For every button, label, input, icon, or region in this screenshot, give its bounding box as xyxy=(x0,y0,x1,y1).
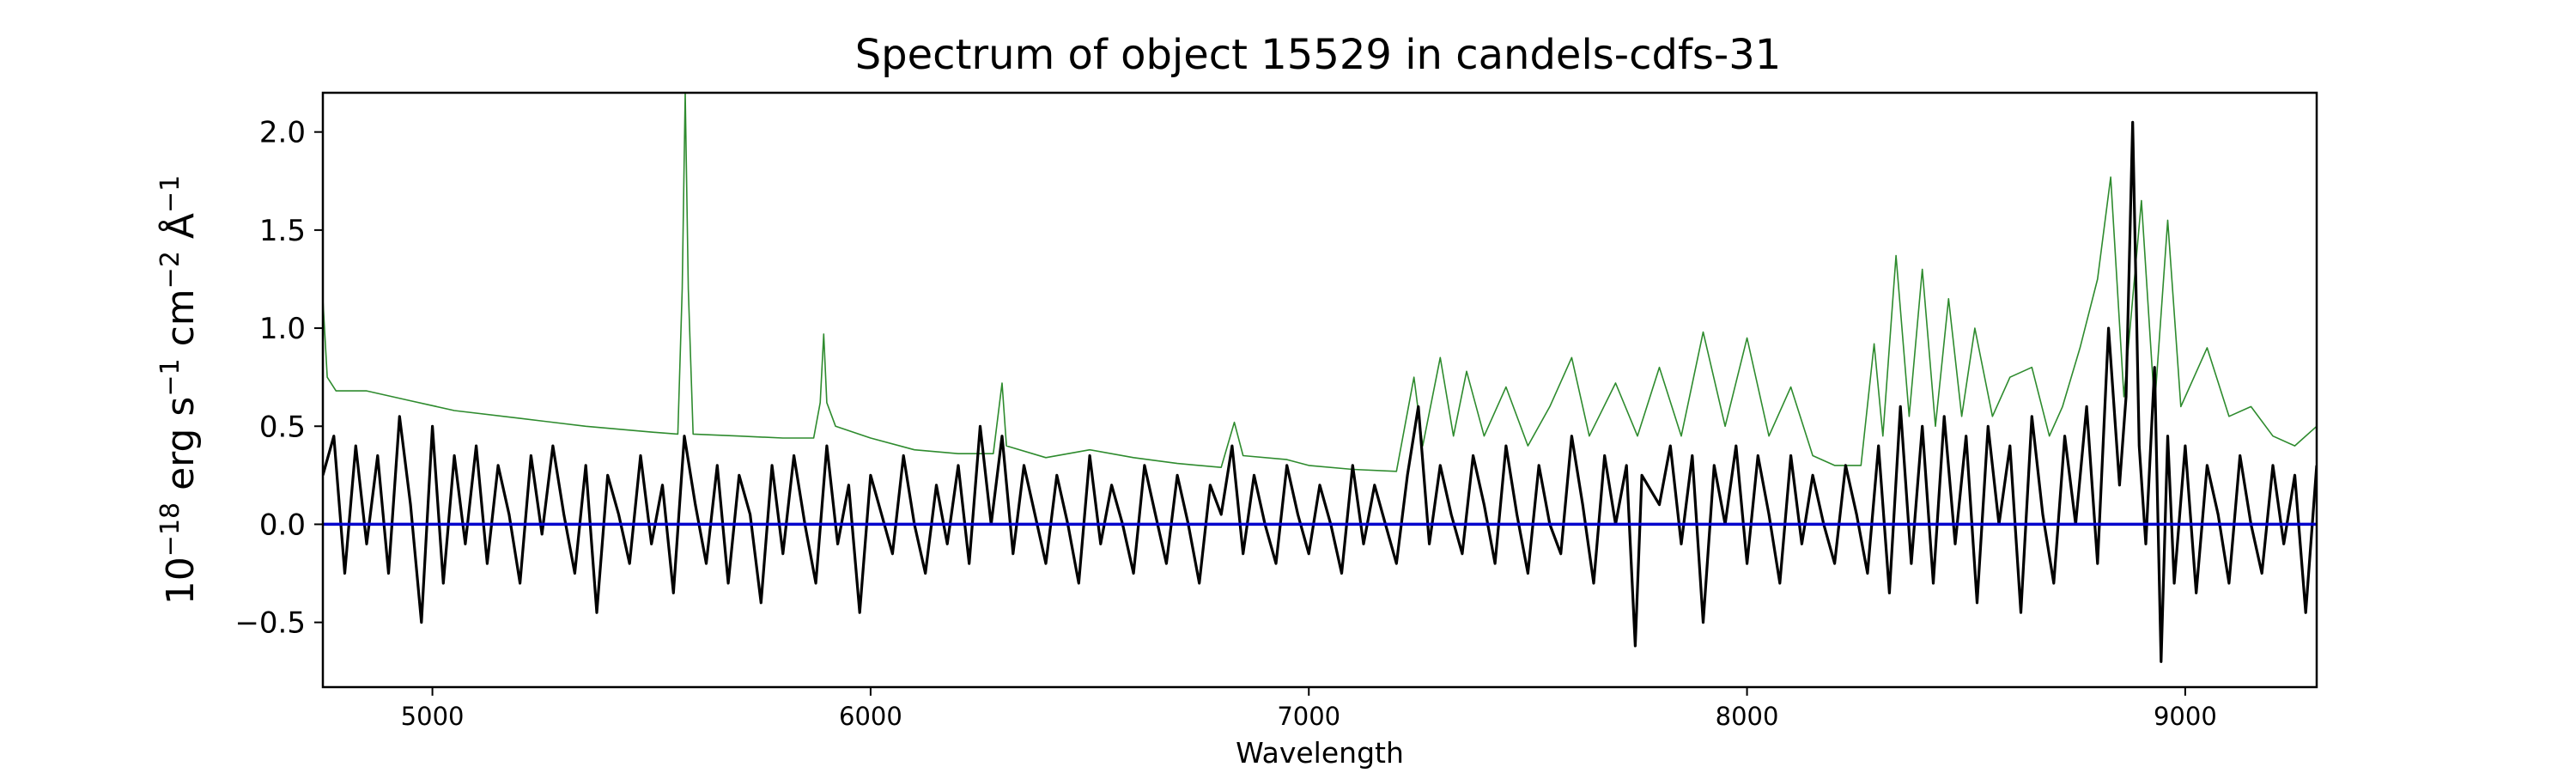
y-axis-label-base: 10 xyxy=(159,557,203,605)
x-tick-label: 5000 xyxy=(401,702,465,731)
plot-frame xyxy=(321,91,2318,689)
x-axis: 5000 6000 7000 8000 9000 xyxy=(401,687,2217,731)
y-axis-label-ang: Å xyxy=(157,213,203,251)
y-tick-label: 1.5 xyxy=(259,214,306,248)
y-axis-label-cm-exp: −2 xyxy=(155,251,185,289)
y-tick-label: 2.0 xyxy=(259,116,306,150)
y-tick-label: 1.0 xyxy=(259,312,306,346)
y-axis-label: 10−18 erg s−1 cm−2 Å−1 xyxy=(155,175,204,605)
series-layer xyxy=(323,93,2317,663)
y-axis-label-ang-exp: −1 xyxy=(155,175,185,213)
series-line-error xyxy=(323,93,2317,472)
x-tick-label: 9000 xyxy=(2154,702,2217,731)
chart-title: Spectrum of object 15529 in candels-cdfs… xyxy=(855,31,1782,79)
y-axis-label-cm: cm xyxy=(159,289,203,358)
y-tick-label: 0.5 xyxy=(259,410,306,444)
y-axis-label-erg: erg s xyxy=(159,397,203,502)
y-tick-label: 0.0 xyxy=(259,508,306,542)
y-axis-label-s-exp: −1 xyxy=(155,358,185,396)
y-axis-label-base-exp: −18 xyxy=(155,502,185,557)
series-line-flux xyxy=(323,120,2317,663)
y-axis: −0.5 0.0 0.5 1.0 1.5 2.0 xyxy=(234,116,323,641)
x-axis-label: Wavelength xyxy=(1236,736,1404,770)
x-tick-label: 8000 xyxy=(1716,702,1779,731)
x-tick-label: 6000 xyxy=(839,702,902,731)
y-tick-label: −0.5 xyxy=(234,606,306,641)
plot-area xyxy=(323,93,2317,663)
x-tick-label: 7000 xyxy=(1277,702,1340,731)
